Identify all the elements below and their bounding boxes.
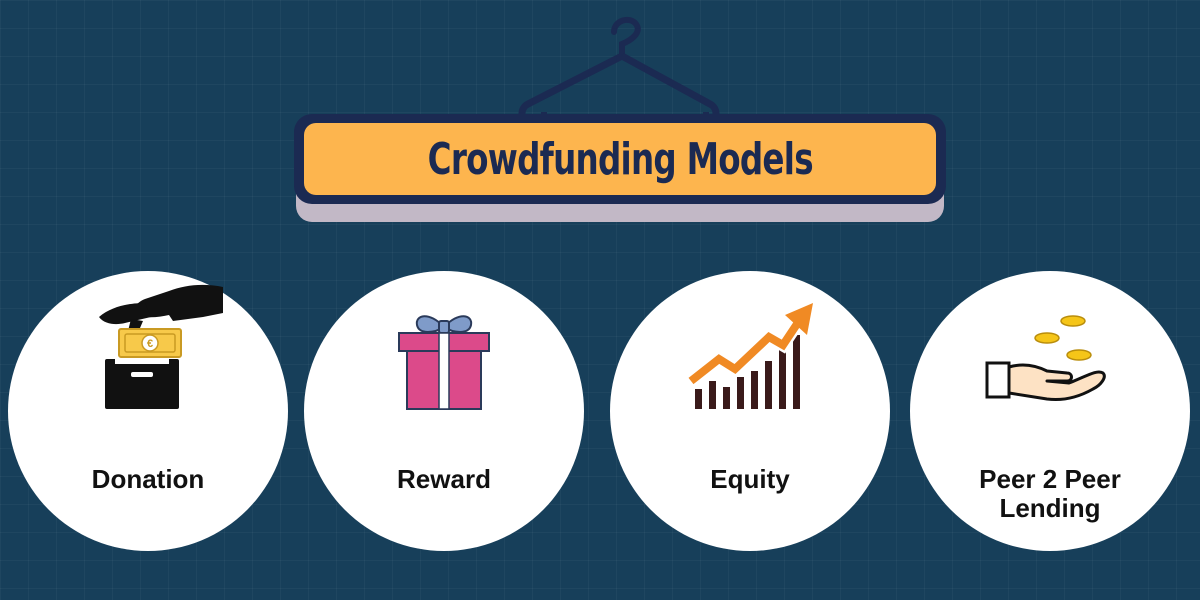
model-donation: € Donation (8, 271, 288, 551)
gift-box-icon (398, 315, 490, 410)
page-title: Crowdfunding Models (427, 133, 813, 185)
model-label: Reward (397, 464, 491, 494)
hand-coins-icon (985, 315, 1106, 401)
model-peer-lending: Peer 2 Peer Lending (910, 271, 1190, 551)
model-equity: Equity (610, 271, 890, 551)
donation-box-hand-euro-icon: € (99, 284, 223, 409)
model-reward: Reward (304, 271, 584, 551)
growth-chart-arrow-icon (686, 303, 813, 409)
model-label: Equity (710, 464, 790, 494)
model-label: Donation (91, 464, 205, 494)
hanger-icon (518, 16, 720, 126)
title-banner: Crowdfunding Models (294, 114, 946, 204)
model-label: Peer 2 Peer Lending (979, 464, 1121, 523)
title-banner-fill: Crowdfunding Models (304, 123, 936, 195)
svg-text:€: € (147, 338, 153, 350)
